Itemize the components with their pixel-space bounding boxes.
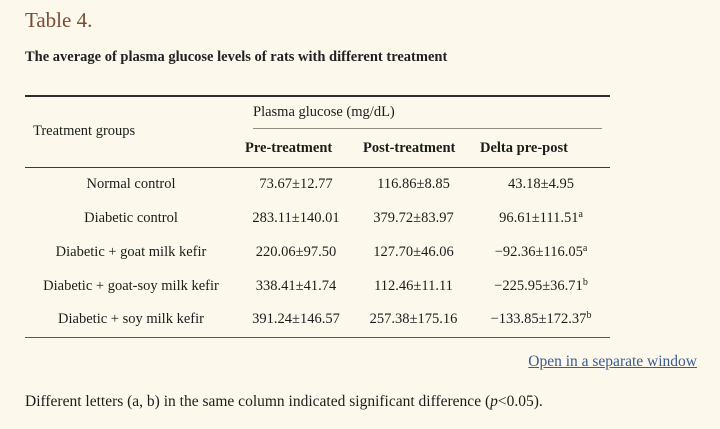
cell-pre-treatment: 391.24±146.57: [252, 311, 340, 328]
cell-pre-treatment: 338.41±41.74: [255, 277, 337, 294]
cell-pre-treatment: 73.67±12.77: [259, 175, 333, 192]
column-header-post-treatment: Post-treatment: [363, 139, 456, 156]
delta-value: 96.61±111.51: [499, 209, 579, 226]
significance-letter: b: [582, 276, 588, 288]
column-header-treatment-groups: Treatment groups: [33, 123, 136, 140]
cell-treatment-group: Normal control: [86, 175, 176, 192]
cell-treatment-group: Diabetic + goat-soy milk kefir: [43, 277, 219, 294]
cell-treatment-group: Diabetic control: [84, 209, 178, 226]
column-header-delta-pre-post: Delta pre-post: [480, 139, 568, 156]
cell-delta-pre-post: −133.85±172.37b: [472, 303, 610, 337]
table-number-heading: Table 4.: [25, 8, 93, 32]
cell-pre-treatment: 283.11±140.01: [252, 209, 340, 226]
open-in-separate-window-link[interactable]: Open in a separate window: [528, 352, 697, 370]
column-group-header-plasma-glucose: Plasma glucose (mg/dL): [237, 96, 610, 130]
table-row: Diabetic + goat milk kefir 220.06±97.50 …: [25, 235, 610, 269]
cell-post-treatment: 116.86±8.85: [377, 175, 450, 192]
table-footnote: Different letters (a, b) in the same col…: [25, 393, 697, 411]
column-group-header-label: Plasma glucose (mg/dL): [253, 98, 602, 130]
cell-post-treatment: 257.38±175.16: [369, 311, 458, 328]
significance-letter: b: [586, 310, 592, 322]
cell-treatment-group: Diabetic + goat milk kefir: [55, 243, 207, 260]
table-subheader-row: Pre-treatment Post-treatment Delta pre-p…: [25, 130, 610, 168]
table-header-row-group: Treatment groups Plasma glucose (mg/dL): [25, 96, 610, 139]
significance-letter: a: [582, 242, 588, 254]
table-row: Diabetic + goat-soy milk kefir 338.41±41…: [25, 269, 610, 303]
plasma-glucose-table: Treatment groups Plasma glucose (mg/dL) …: [25, 95, 610, 338]
delta-value: −133.85±172.37: [490, 311, 587, 328]
cell-delta-pre-post: −225.95±36.71b: [472, 269, 610, 303]
table-row: Normal control 73.67±12.77 116.86±8.85 4…: [25, 167, 610, 201]
cell-post-treatment: 127.70±46.06: [373, 243, 454, 260]
delta-value: 43.18±4.95: [508, 175, 574, 192]
significance-letter: a: [578, 208, 583, 220]
footnote-text-before-p: Different letters (a, b) in the same col…: [25, 392, 491, 410]
table-actions: Open in a separate window: [25, 353, 697, 371]
delta-value: −92.36±116.05: [494, 243, 583, 260]
footnote-p-symbol: p: [490, 392, 498, 410]
table-row: Diabetic control 283.11±140.01 379.72±83…: [25, 201, 610, 235]
cell-delta-pre-post: 96.61±111.51a: [472, 201, 610, 235]
cell-treatment-group: Diabetic + soy milk kefir: [58, 311, 204, 328]
cell-pre-treatment: 220.06±97.50: [255, 243, 337, 260]
cell-post-treatment: 112.46±11.11: [374, 277, 453, 294]
table-row: Diabetic + soy milk kefir 391.24±146.57 …: [25, 303, 610, 337]
footnote-text-after-p: <0.05).: [497, 392, 543, 410]
cell-post-treatment: 379.72±83.97: [373, 209, 454, 226]
delta-value: −225.95±36.71: [494, 277, 583, 294]
cell-delta-pre-post: 43.18±4.95: [472, 167, 610, 201]
table-caption: The average of plasma glucose levels of …: [25, 49, 448, 66]
cell-delta-pre-post: −92.36±116.05a: [472, 235, 610, 269]
table-view-page: Table 4. The average of plasma glucose l…: [0, 8, 720, 411]
column-header-pre-treatment: Pre-treatment: [245, 139, 333, 156]
